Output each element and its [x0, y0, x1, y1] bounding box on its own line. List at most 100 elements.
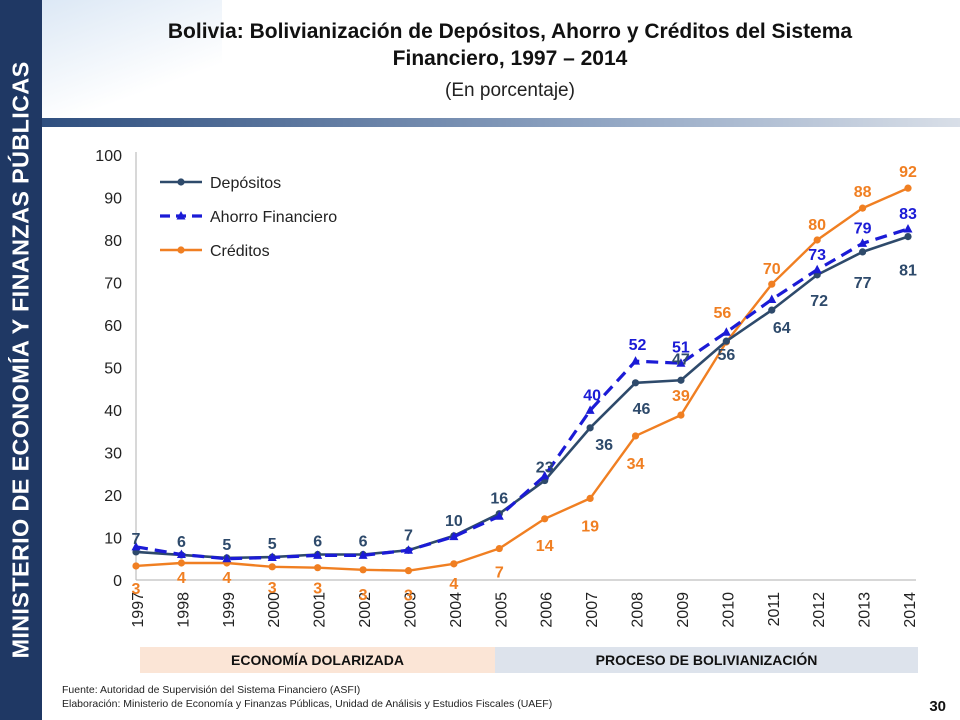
- y-tick-label: 90: [104, 191, 122, 208]
- data-point: [858, 248, 867, 256]
- page-title: Bolivia: Bolivianización de Depósitos, A…: [60, 18, 960, 72]
- series-line-dep-sitos: [135, 235, 909, 560]
- data-label: 80: [808, 217, 826, 234]
- x-tick-label: 2010: [720, 592, 737, 628]
- data-point: [631, 379, 640, 387]
- data-point: [404, 567, 413, 575]
- x-tick-label: 2013: [857, 592, 874, 628]
- data-point: [450, 560, 458, 568]
- y-tick-label: 0: [113, 573, 122, 590]
- y-tick-label: 40: [104, 403, 122, 420]
- data-label: 7: [132, 531, 141, 548]
- data-label: 3: [268, 580, 277, 597]
- data-label: 88: [854, 184, 872, 201]
- data-label: 81: [899, 263, 917, 280]
- data-label: 7: [404, 527, 413, 544]
- chart-lines: [131, 184, 913, 575]
- data-label: 46: [633, 401, 651, 418]
- x-tick-label: 2002: [357, 592, 374, 628]
- data-point: [768, 280, 776, 288]
- page-number: 30: [929, 698, 946, 715]
- data-label: 16: [490, 491, 508, 508]
- data-label: 77: [854, 275, 872, 292]
- data-label: 3: [404, 588, 413, 605]
- data-label: 73: [808, 247, 826, 264]
- x-tick-label: 2005: [493, 592, 510, 628]
- data-label: 70: [763, 261, 781, 278]
- data-point: [677, 411, 685, 419]
- data-point: [177, 559, 186, 567]
- data-label: 3: [359, 587, 368, 604]
- data-point: [449, 531, 459, 541]
- data-label: 6: [177, 534, 186, 551]
- series-line-ahorro-financiero: [135, 227, 909, 561]
- data-label: 23: [536, 460, 554, 477]
- data-point: [222, 553, 232, 563]
- line-chart: 0 10 20 30 40 50 60 70 80 90 100 1997 1998 1999 2000 20…: [95, 148, 919, 628]
- data-point: [722, 337, 730, 345]
- data-point: [358, 550, 368, 559]
- data-point: [812, 264, 822, 274]
- x-tick-label: 2014: [902, 592, 919, 628]
- x-tick-label: 1997: [130, 592, 147, 628]
- period-band-bolivianization: PROCESO DE BOLIVIANIZACIÓN: [495, 647, 918, 673]
- data-point: [176, 549, 186, 558]
- data-point: [677, 376, 685, 384]
- data-point: [403, 545, 413, 554]
- legend-label: Ahorro Financiero: [210, 209, 337, 226]
- x-tick-label: 2000: [266, 592, 283, 628]
- data-label: 6: [359, 534, 368, 551]
- x-tick-label: 2012: [811, 592, 828, 628]
- data-label: 47: [672, 351, 690, 368]
- data-point: [132, 562, 140, 570]
- data-label: 36: [595, 437, 613, 454]
- data-label: 19: [581, 518, 599, 535]
- x-tick-label: 2011: [766, 592, 783, 627]
- data-point: [903, 223, 913, 233]
- data-label: 51: [672, 339, 690, 356]
- y-tick-label: 100: [95, 148, 122, 165]
- x-tick-label: 2008: [630, 592, 647, 628]
- data-label: 5: [222, 537, 231, 554]
- data-label: 7: [495, 565, 504, 582]
- footnote-source: Fuente: Autoridad de Supervisión del Sis…: [62, 684, 361, 696]
- chart-legend: Depósitos Ahorro Financiero Créditos: [160, 175, 337, 260]
- y-tick-label: 70: [104, 276, 122, 293]
- x-tick-label: 2007: [584, 592, 601, 628]
- legend-label: Depósitos: [210, 175, 281, 192]
- y-tick-label: 20: [104, 488, 122, 505]
- data-label: 83: [899, 206, 917, 223]
- data-point: [359, 566, 367, 574]
- data-point: [541, 515, 549, 523]
- y-tick-label: 30: [104, 446, 122, 463]
- data-point: [631, 356, 641, 365]
- data-point: [314, 564, 322, 572]
- data-point: [586, 494, 594, 502]
- data-point: [586, 424, 594, 432]
- x-tick-label: 1998: [175, 592, 192, 628]
- data-point: [721, 327, 731, 336]
- legend-marker: [176, 211, 186, 220]
- y-tick-label: 50: [104, 361, 122, 378]
- data-point: [540, 470, 550, 480]
- data-point: [495, 544, 503, 553]
- data-label: 4: [449, 576, 458, 593]
- data-label: 6: [313, 534, 322, 551]
- data-label: 56: [713, 305, 731, 322]
- y-tick-label: 60: [104, 318, 122, 335]
- title-line-2: Financiero, 1997 – 2014: [392, 47, 628, 70]
- data-point: [858, 238, 868, 247]
- legend-marker: [177, 246, 185, 254]
- data-label: 34: [627, 456, 645, 473]
- footnote-elaboration: Elaboración: Ministerio de Economía y Fi…: [62, 698, 553, 710]
- data-point: [767, 294, 777, 303]
- data-point: [585, 405, 595, 414]
- x-tick-label: 2001: [312, 592, 329, 628]
- data-point: [676, 358, 686, 367]
- data-label: 3: [132, 581, 141, 598]
- series-line-cr-ditos: [135, 187, 909, 572]
- x-tick-label: 2004: [448, 592, 465, 628]
- x-tick-label: 1999: [221, 592, 238, 628]
- data-point: [813, 236, 821, 244]
